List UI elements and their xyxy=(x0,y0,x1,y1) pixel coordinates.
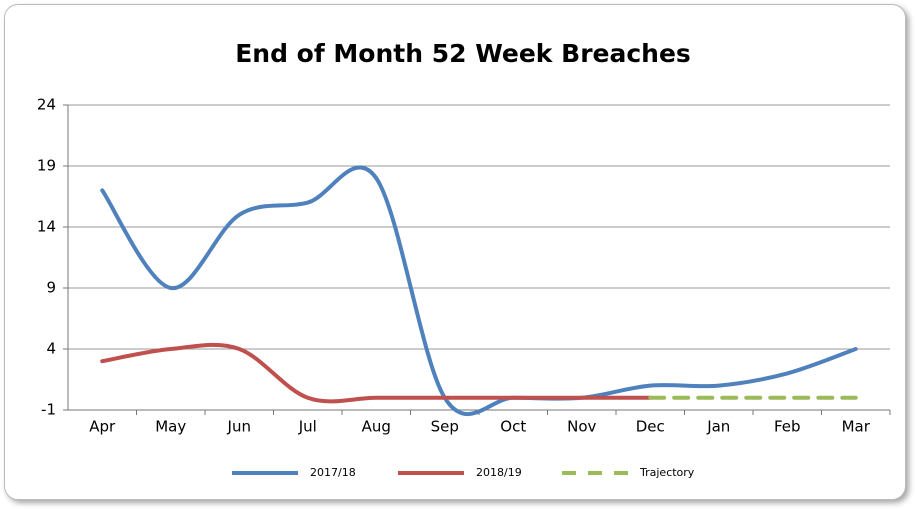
legend-label: 2017/18 xyxy=(310,466,356,479)
x-tick-label: Oct xyxy=(500,418,526,436)
y-tick-label: 14 xyxy=(37,218,56,236)
x-tick-label: Jan xyxy=(706,418,730,436)
x-tick-label: Jun xyxy=(227,418,251,436)
x-tick-label: Dec xyxy=(636,418,665,436)
chart-title: End of Month 52 Week Breaches xyxy=(235,39,691,68)
chart-panel xyxy=(4,4,906,500)
x-tick-label: Apr xyxy=(89,418,116,436)
x-tick-label: Sep xyxy=(431,418,459,436)
series-line xyxy=(100,165,858,416)
y-tick-label: -1 xyxy=(41,401,56,419)
x-tick-label: Mar xyxy=(842,418,871,436)
y-tick-label: 19 xyxy=(37,157,56,175)
x-tick-label: Feb xyxy=(774,418,801,436)
y-tick-label: 9 xyxy=(46,279,56,297)
legend-label: 2018/19 xyxy=(476,466,522,479)
x-tick-label: May xyxy=(155,418,186,436)
legend-label: Trajectory xyxy=(639,466,695,479)
x-tick-label: Jul xyxy=(298,418,317,436)
x-tick-label: Nov xyxy=(567,418,596,436)
y-tick-label: 4 xyxy=(46,340,56,358)
y-tick-label: 24 xyxy=(37,96,56,114)
series-line xyxy=(100,342,653,404)
x-tick-label: Aug xyxy=(362,418,391,436)
